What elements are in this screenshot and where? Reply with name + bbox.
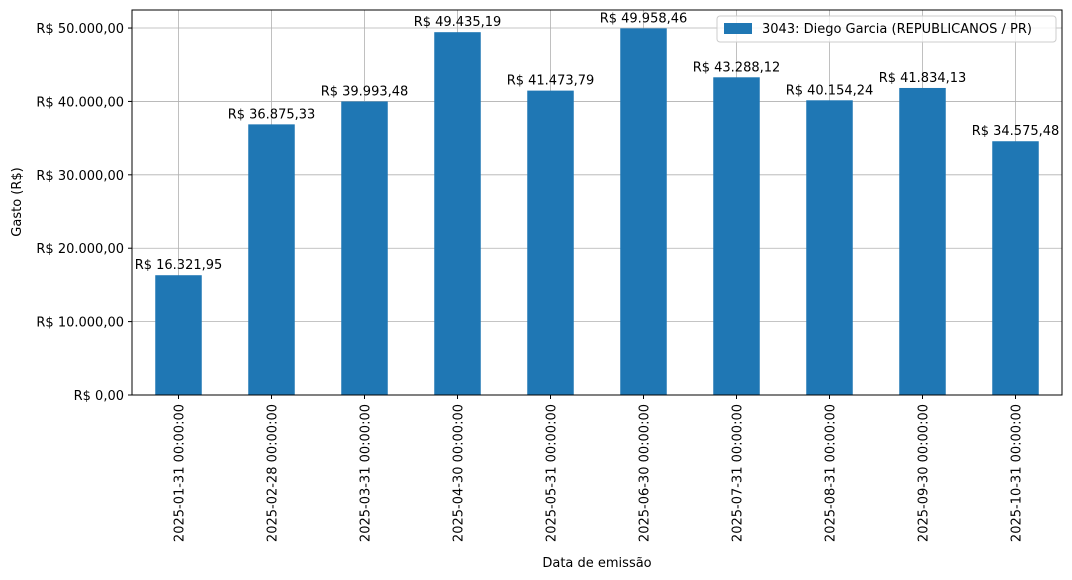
bar <box>434 32 481 396</box>
x-tick-label: 2025-10-31 00:00:00 <box>1010 404 1025 542</box>
y-tick-label: R$ 20.000,00 <box>36 242 124 257</box>
x-tick-label: 2025-09-30 00:00:00 <box>917 404 932 542</box>
bar-value-label: R$ 43.288,12 <box>693 60 781 75</box>
bar-value-label: R$ 49.958,46 <box>600 11 688 26</box>
y-axis: R$ 0,00 R$ 10.000,00 R$ 20.000,00 R$ 30.000… <box>36 22 132 404</box>
y-tick-label: R$ 50.000,00 <box>36 22 124 37</box>
y-tick-label: R$ 10.000,00 <box>36 316 124 331</box>
bar-value-label: R$ 40.154,24 <box>786 83 874 98</box>
x-tick-label: 2025-02-28 00:00:00 <box>266 404 281 542</box>
bar-value-label: R$ 39.993,48 <box>321 84 409 99</box>
x-tick-label: 2025-01-31 00:00:00 <box>173 404 188 542</box>
x-tick-label: 2025-07-31 00:00:00 <box>731 404 746 542</box>
x-tick-label: 2025-04-30 00:00:00 <box>452 404 467 542</box>
y-tick-label: R$ 40.000,00 <box>36 95 124 110</box>
bar <box>899 87 946 395</box>
bar <box>248 124 295 395</box>
legend: 3043: Diego Garcia (REPUBLICANOS / PR) <box>716 15 1057 43</box>
bar <box>155 275 202 395</box>
legend-swatch <box>724 23 752 34</box>
x-tick-label: 2025-06-30 00:00:00 <box>638 404 653 542</box>
x-tick-label: 2025-08-31 00:00:00 <box>824 404 839 542</box>
y-tick-label: R$ 0,00 <box>74 389 124 404</box>
plot-frame <box>131 9 1063 396</box>
y-axis-label: Gasto (R$) <box>10 167 25 236</box>
bar <box>341 101 388 395</box>
data-labels: R$ 16.321,95 R$ 36.875,33 R$ 39.993,48 R$ 4… <box>135 11 1060 273</box>
bar-value-label: R$ 16.321,95 <box>135 258 223 273</box>
bar-value-label: R$ 49.435,19 <box>414 15 502 30</box>
y-tick-label: R$ 30.000,00 <box>36 169 124 184</box>
bar <box>620 28 667 395</box>
legend-label: 3043: Diego Garcia (REPUBLICANOS / PR) <box>762 22 1032 37</box>
bar <box>713 77 760 395</box>
x-tick-label: 2025-03-31 00:00:00 <box>359 404 374 542</box>
x-tick-label: 2025-05-31 00:00:00 <box>545 404 560 542</box>
x-axis-label: Data de emissão <box>542 556 651 571</box>
legend-box <box>716 15 1057 43</box>
bars <box>155 28 1039 396</box>
bar <box>806 100 853 396</box>
bar-value-label: R$ 41.473,79 <box>507 74 595 89</box>
bar-value-label: R$ 41.834,13 <box>879 71 967 86</box>
bar <box>527 90 574 396</box>
bar <box>992 141 1039 395</box>
x-axis: 2025-01-31 00:00:00 2025-02-28 00:00:00 20… <box>173 395 1025 542</box>
bar-value-label: R$ 36.875,33 <box>228 107 316 122</box>
bar-value-label: R$ 34.575,48 <box>972 124 1060 139</box>
